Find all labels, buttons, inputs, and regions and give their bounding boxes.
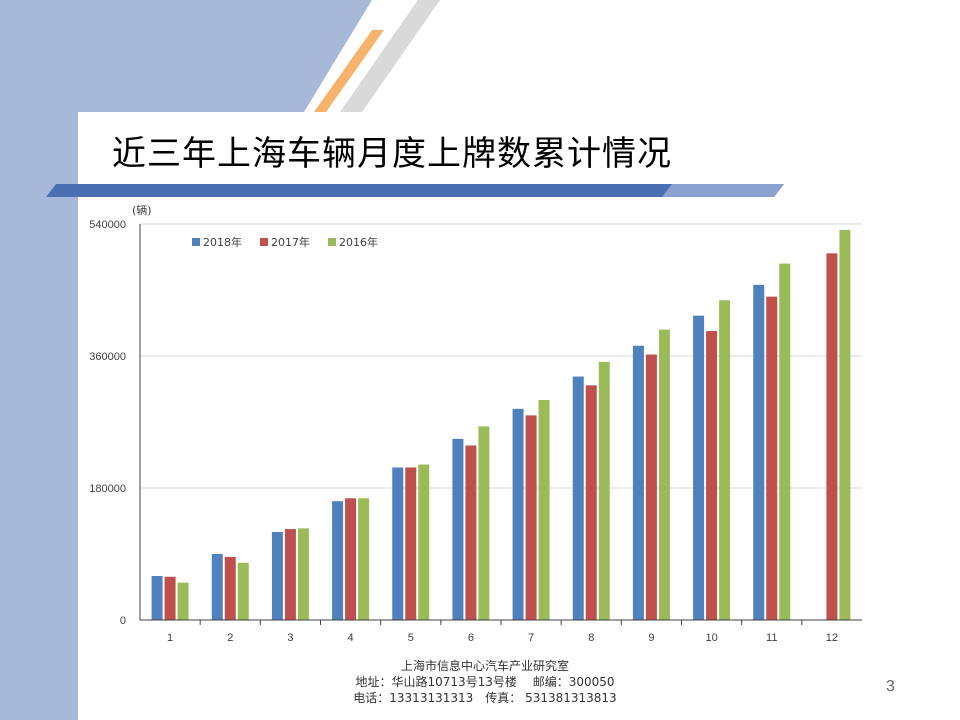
bar: [405, 467, 417, 620]
title-underline-bar: [46, 184, 784, 197]
legend-label: 2018年: [203, 235, 242, 249]
x-tick-label: 6: [468, 632, 474, 644]
x-tick-label: 4: [348, 632, 354, 644]
x-tick-label: 2: [227, 632, 233, 644]
bar: [332, 501, 344, 620]
bar: [237, 562, 249, 620]
grey-accent-stripe: [340, 0, 440, 112]
x-tick-label: 10: [705, 632, 717, 644]
orange-accent-stripe: [314, 30, 384, 112]
bar: [632, 345, 644, 620]
y-tick-label: 360000: [89, 351, 126, 363]
x-tick-label: 3: [287, 632, 293, 644]
legend-label: 2016年: [339, 235, 378, 249]
legend-swatch: [328, 238, 336, 246]
slide-title: 近三年上海车辆月度上牌数累计情况: [112, 134, 672, 174]
legend-swatch: [192, 238, 200, 246]
bar: [224, 556, 236, 620]
bar: [525, 415, 537, 620]
x-tick-label: 9: [648, 632, 654, 644]
legend-swatch: [260, 238, 268, 246]
bar: [211, 554, 223, 620]
footer-organization: 上海市信息中心汽车产业研究室: [400, 659, 569, 673]
top-left-blue-shape: [0, 0, 372, 112]
bar: [572, 376, 584, 620]
bar: [452, 438, 464, 620]
bar: [392, 467, 404, 620]
bar: [585, 385, 597, 620]
bar: [719, 300, 731, 620]
chart-gridlines: [140, 223, 862, 489]
bar: [177, 582, 189, 620]
bar: [418, 464, 430, 620]
x-tick-label: 11: [766, 632, 777, 644]
title-panel: [78, 112, 960, 196]
bar: [512, 408, 524, 620]
bar: [164, 576, 176, 620]
bar: [658, 329, 670, 620]
bar: [753, 284, 765, 620]
bar: [645, 354, 657, 620]
chart-bars: [151, 229, 851, 621]
y-tick-label: 0: [120, 615, 126, 627]
footer-address: 地址：华山路10713号13号楼 邮编：300050: [355, 675, 615, 689]
bar: [465, 445, 477, 620]
chart-legend: 2018年 2017年 2016年: [192, 235, 378, 249]
footer-contact: 电话：13313131313 传真： 531381313813: [353, 691, 617, 705]
x-tick-label: 8: [588, 632, 594, 644]
bar: [345, 498, 357, 620]
bar: [766, 296, 778, 620]
y-tick-label: 180000: [89, 483, 126, 495]
bar: [839, 229, 851, 620]
bar: [598, 361, 610, 620]
bar: [779, 263, 791, 620]
y-axis-label: (辆): [132, 203, 152, 217]
y-tick-label: 540000: [89, 219, 126, 231]
x-tick-label: 5: [408, 632, 414, 644]
bar: [271, 532, 283, 620]
left-blue-band: [0, 0, 78, 720]
bar: [693, 315, 705, 620]
bar: [284, 529, 296, 620]
bar: [358, 498, 370, 620]
bar: [478, 426, 490, 620]
bar: [826, 253, 838, 621]
x-tick-label: 12: [826, 632, 838, 644]
x-tick-label: 7: [528, 632, 534, 644]
title-underline-bar-light: [662, 184, 784, 197]
bar: [151, 576, 163, 620]
bar: [538, 400, 550, 620]
x-tick-label: 1: [167, 632, 173, 644]
page-number: 3: [886, 678, 895, 695]
bar: [706, 331, 718, 620]
legend-label: 2017年: [271, 235, 310, 249]
bar: [297, 528, 309, 620]
